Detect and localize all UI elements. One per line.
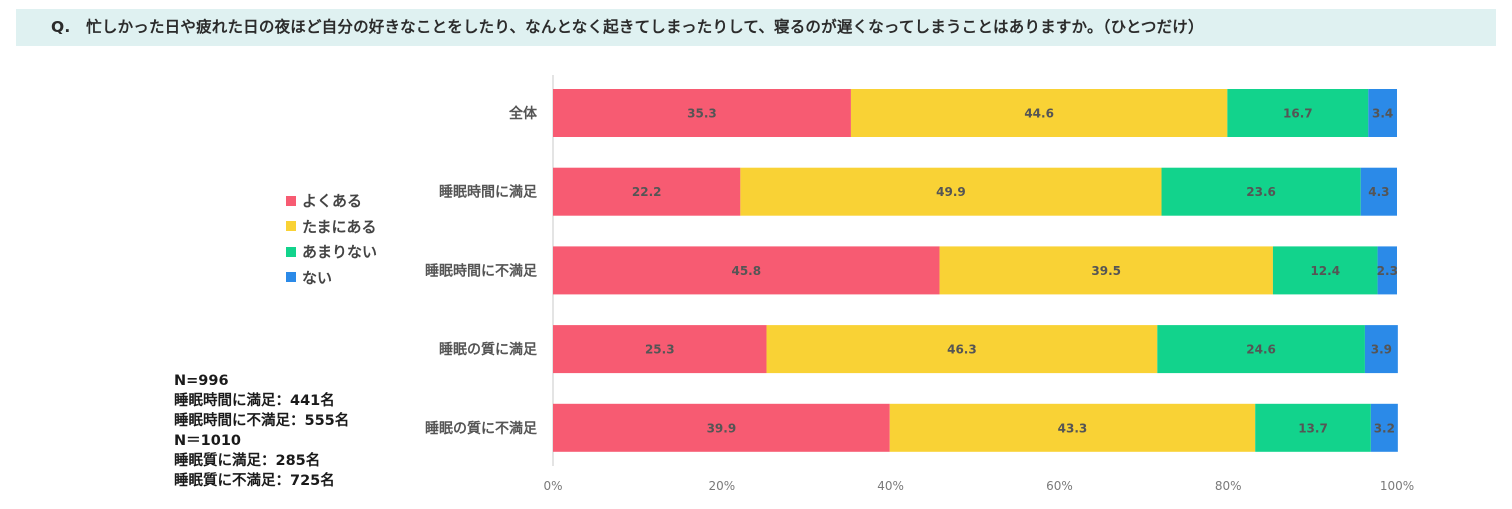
question-text: Q. 忙しかった日や疲れた日の夜ほど自分の好きなことをしたり、なんとなく起きてし…	[51, 18, 1204, 36]
bar-segment	[939, 246, 1273, 295]
bar-segment	[1368, 89, 1397, 137]
category-label: 睡眠時間に不満足	[425, 262, 538, 279]
legend-swatch	[286, 195, 296, 206]
legend-label: たまにある	[302, 217, 377, 236]
data-label: 12.4	[1310, 264, 1340, 278]
legend-swatch	[286, 246, 296, 257]
legend-label: ない	[302, 268, 333, 287]
x-tick-label: 60%	[1046, 479, 1073, 493]
x-tick-label: 20%	[708, 479, 735, 493]
bar-segment	[1157, 325, 1365, 374]
question-banner: Q. 忙しかった日や疲れた日の夜ほど自分の好きなことをしたり、なんとなく起きてし…	[16, 9, 1496, 46]
legend-item-nai: ない	[286, 265, 377, 291]
bar-segment	[1360, 167, 1397, 216]
data-label: 43.3	[1058, 421, 1088, 435]
data-label: 44.6	[1024, 107, 1054, 121]
bar-segment	[850, 89, 1228, 137]
category-label: 全体	[508, 105, 538, 122]
legend-label: よくある	[302, 192, 363, 211]
bar-segment	[553, 403, 890, 452]
data-label: 45.8	[731, 264, 761, 278]
data-label: 16.7	[1283, 107, 1313, 121]
x-tick-label: 40%	[877, 479, 904, 493]
data-label: 39.5	[1091, 264, 1121, 278]
bar-segment	[553, 167, 741, 216]
bar-segment	[553, 89, 851, 137]
x-tick-label: 80%	[1215, 479, 1242, 493]
data-label: 46.3	[947, 343, 977, 357]
category-label: 睡眠の質に不満足	[425, 420, 538, 437]
data-label: 3.9	[1371, 343, 1392, 357]
note-line: N＝1010	[174, 433, 241, 449]
data-label: 3.4	[1372, 107, 1393, 121]
data-label: 22.2	[632, 185, 662, 199]
data-label: 4.3	[1368, 185, 1389, 199]
data-label: 24.6	[1246, 343, 1276, 357]
bar-segment	[1161, 167, 1361, 216]
legend-swatch	[286, 221, 296, 232]
bar-segment	[1377, 246, 1397, 295]
data-label: 23.6	[1246, 185, 1276, 199]
data-label: 35.3	[687, 107, 717, 121]
bar-segment	[766, 325, 1158, 374]
note-line: N=996	[174, 373, 229, 389]
data-label: 2.3	[1377, 264, 1398, 278]
x-tick-label: 100%	[1380, 479, 1414, 493]
bar-segment	[1227, 89, 1369, 137]
bar-segment	[553, 246, 940, 295]
bar-segment	[1364, 325, 1398, 374]
x-tick-label: 0%	[543, 479, 562, 493]
bar-segment	[889, 403, 1256, 452]
data-label: 39.9	[707, 421, 737, 435]
note-line: 睡眠時間に満足：441名	[174, 393, 335, 409]
bar-segment	[1255, 403, 1371, 452]
chart-legend: よくある たまにある あまりない ない	[286, 188, 377, 290]
legend-swatch	[286, 272, 296, 283]
bar-segment	[553, 325, 767, 374]
note-line: 睡眠質に満足：285名	[174, 453, 321, 469]
note-line: 睡眠時間に不満足：555名	[174, 413, 350, 429]
legend-label: あまりない	[302, 243, 378, 262]
legend-item-tamani-aru: たまにある	[286, 214, 377, 240]
data-label: 3.2	[1374, 421, 1395, 435]
legend-item-amari-nai: あまりない	[286, 239, 377, 265]
note-line: 睡眠質に不満足：725名	[174, 473, 335, 489]
category-label: 睡眠の質に満足	[439, 341, 538, 358]
bar-segment	[1272, 246, 1378, 295]
bar-segment	[1370, 403, 1398, 452]
category-label: 睡眠時間に満足	[439, 184, 538, 201]
data-label: 13.7	[1298, 421, 1328, 435]
data-label: 25.3	[645, 343, 675, 357]
sample-size-notes: N=996 睡眠時間に満足：441名 睡眠時間に不満足：555名 N＝1010 …	[174, 371, 349, 491]
bar-segment	[740, 167, 1162, 216]
legend-item-yoku-aru: よくある	[286, 188, 377, 214]
data-label: 49.9	[936, 185, 966, 199]
